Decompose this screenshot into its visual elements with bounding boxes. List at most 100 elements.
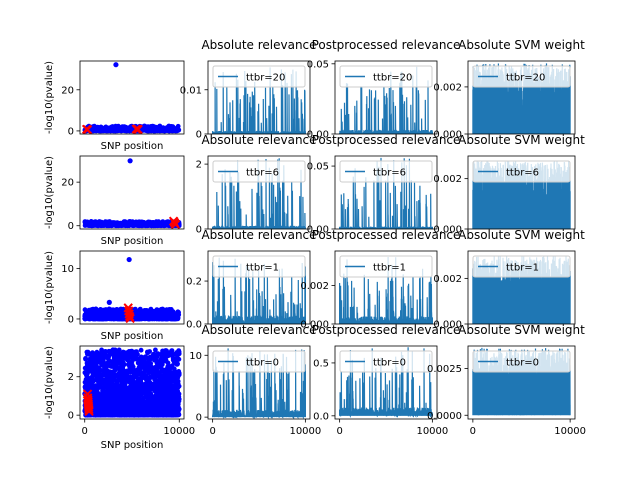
snp-point [145,223,151,229]
snp-point [82,370,88,375]
y-tick-label: 0 [68,411,74,422]
subplot-postprocessed-r4: 0.0 0.5 0 10000 Postprocessed relevance ttbr=… [312,323,461,437]
subplot-postprocessed-r2: 0.00 0.05 Postprocessed relevance ttbr=6 [307,133,461,236]
snp-peak-point [127,158,133,164]
snp-point [138,381,144,387]
y-tick-label: 0 [196,130,202,141]
legend-label: ttbr=20 [246,73,285,84]
y-tick-label: 0.000 [433,225,462,236]
legend-label: ttbr=6 [506,168,539,179]
x-tick-label: 10000 [289,426,321,437]
y-tick-label: 0.2 [186,277,202,288]
snp-point [84,376,89,382]
y-tick-label: 0.0 [313,411,329,422]
snp-point [104,383,110,389]
snp-point [138,410,144,415]
y-tick-label: 0.000 [433,320,462,331]
snp-point [111,375,116,381]
y-tick-label: 0 [196,413,202,424]
subplot-title: Postprocessed relevance [312,38,461,52]
snp-point [143,355,148,361]
plot-area [339,347,433,418]
snp-point [157,407,163,413]
subplot-title: Absolute relevance [201,133,316,147]
y-tick-label: 0 [68,126,74,137]
snp-point [94,375,100,381]
snp-point [135,221,141,226]
snp-point [125,128,131,134]
subplot-title: Absolute relevance [201,38,316,52]
snp-point [174,127,180,133]
snp-point [132,401,138,407]
legend-label: ttbr=1 [506,263,539,274]
plot-area [82,158,182,229]
relevance-line [339,347,433,418]
subplot-relevance-r3: 0.0 0.2 Absolute relevance ttbr=1 [186,228,316,331]
snp-point [169,316,175,322]
y-axis-label: -log10(pvalue) [44,251,55,324]
snp-point [114,386,119,392]
subplot-svm-r3: 0.000 0.002 Absolute SVM weight ttbr=1 [433,228,585,331]
snp-point [98,128,104,134]
snp-point [93,393,99,399]
snp-point [150,220,156,226]
snp-peak-point [106,299,112,305]
axes-frame [207,60,311,135]
snp-point [103,401,109,407]
legend-box [339,350,433,373]
axes-frame [467,155,576,230]
subplot-title: Absolute SVM weight [458,228,585,242]
snp-point [99,309,105,315]
snp-point [155,354,160,359]
relevance-line [212,158,306,229]
snp-point [117,405,123,410]
x-tick-label: 0 [470,426,476,437]
legend-box [339,160,433,183]
snp-point [145,350,151,356]
snp-point [155,382,161,387]
y-tick-label: 0.002 [433,274,462,285]
snp-point [93,219,99,225]
snp-point [159,223,164,229]
snp-point [163,356,168,361]
y-tick-label: 0.002 [433,174,462,185]
snp-point [119,222,125,228]
legend: ttbr=1 [212,255,306,278]
snp-point [89,369,95,375]
legend: ttbr=1 [339,255,433,278]
snp-point [138,347,144,353]
snp-point [139,372,145,378]
snp-point [139,388,145,394]
plot-area [82,256,182,324]
snp-point [89,314,95,320]
snp-point [128,383,134,389]
snp-point [168,128,174,134]
snp-point [119,352,125,358]
subplot-postprocessed-r3: 0.000 0.002 Postprocessed relevance ttbr=1 [300,228,460,331]
y-tick-label: 2 [196,160,202,171]
snp-point [100,393,106,398]
snp-point [111,412,116,418]
snp-point [176,312,182,318]
axes-frame [467,60,576,135]
snp-point [101,371,107,376]
legend-label: ttbr=0 [246,358,279,369]
legend: ttbr=20 [212,65,306,88]
snp-point [149,314,155,319]
y-tick-label: 0 [68,314,74,325]
subplot-svm-r2: 0.000 0.002 Absolute SVM weight ttbr=6 [433,133,585,236]
snp-point [125,387,131,392]
snp-point [99,347,104,353]
subplot-manhattan-r2: 0 20 SNP position -log10(pvalue) [44,155,185,247]
x-tick-label: 0 [336,426,342,437]
snp-point [99,412,104,418]
snp-point [138,361,144,366]
snp-point [117,400,123,406]
snp-point [160,219,166,225]
snp-point [164,400,170,406]
snp-point [96,384,102,390]
y-tick-label: 0.00 [307,130,329,141]
y-tick-label: 0.0025 [427,364,462,375]
snp-point [115,390,121,395]
snp-point [130,222,135,228]
